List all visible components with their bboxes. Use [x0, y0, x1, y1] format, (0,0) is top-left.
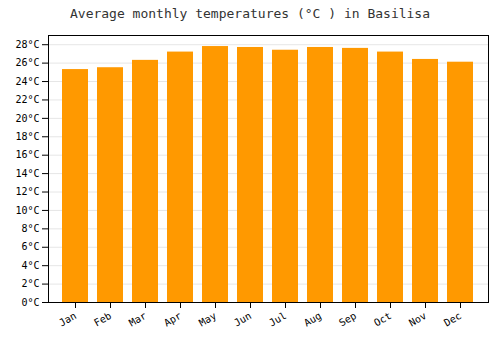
svg-text:6°C: 6°C	[21, 241, 39, 252]
svg-text:10°C: 10°C	[15, 205, 39, 216]
svg-text:14°C: 14°C	[15, 168, 39, 179]
html-text:Average monthly temperatures (: Average monthly temperatures (°C ) in Ba…	[70, 6, 430, 21]
svg-text:Jun: Jun	[232, 310, 253, 329]
svg-text:Nov: Nov	[407, 310, 428, 329]
svg-text:Oct: Oct	[372, 310, 393, 329]
svg-text:Sep: Sep	[337, 310, 358, 329]
svg-text:28°C: 28°C	[15, 39, 39, 50]
svg-text:Feb: Feb	[92, 310, 113, 329]
svg-text:24°C: 24°C	[15, 76, 39, 87]
svg-text:Mar: Mar	[127, 310, 148, 329]
svg-text:16°C: 16°C	[15, 149, 39, 160]
svg-text:4°C: 4°C	[21, 260, 39, 271]
svg-text:26°C: 26°C	[15, 57, 39, 68]
svg-text:8°C: 8°C	[21, 223, 39, 234]
svg-text:Jul: Jul	[267, 310, 288, 329]
svg-text:May: May	[197, 310, 218, 329]
svg-text:Aug: Aug	[302, 310, 323, 329]
svg-text:18°C: 18°C	[15, 131, 39, 142]
svg-text:20°C: 20°C	[15, 113, 39, 124]
svg-text:Dec: Dec	[442, 310, 463, 329]
svg-text:12°C: 12°C	[15, 186, 39, 197]
svg-text:2°C: 2°C	[21, 278, 39, 289]
svg-text:Jan: Jan	[57, 310, 78, 329]
svg-text:Apr: Apr	[162, 310, 183, 329]
svg-text:0°C: 0°C	[21, 297, 39, 308]
svg-text:22°C: 22°C	[15, 94, 39, 105]
